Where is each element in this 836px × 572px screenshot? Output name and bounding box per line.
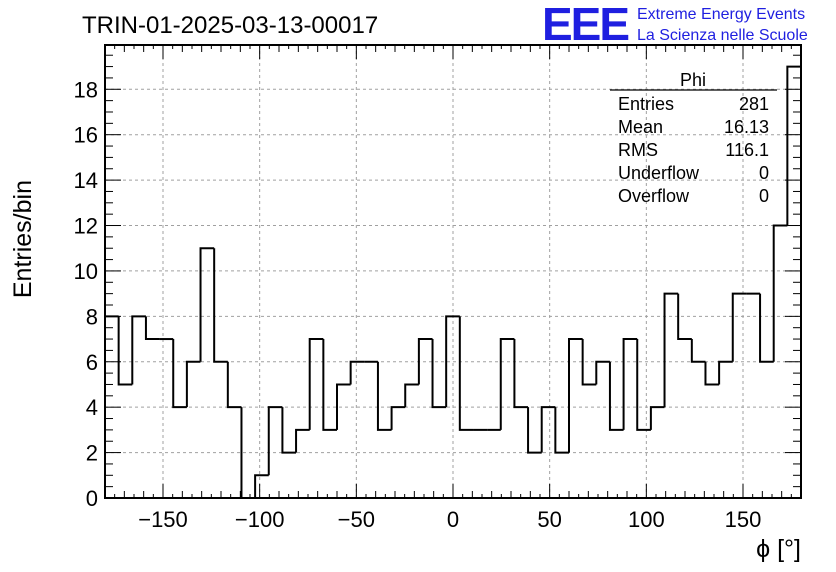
histogram-bin-2 [131, 315, 146, 385]
stats-label-rms: RMS [618, 140, 658, 160]
y-tick-label-2: 4 [86, 395, 98, 420]
x-tick-label-1: −100 [235, 507, 285, 532]
histogram-bin-6 [185, 360, 201, 408]
histogram-bin-14 [295, 428, 310, 453]
stats-value-underflow: 0 [759, 163, 769, 183]
y-tick-label-3: 6 [86, 350, 98, 375]
y-tick-label-6: 12 [74, 214, 98, 239]
histogram-bin-5 [172, 339, 187, 409]
histogram-bin-17 [336, 383, 351, 430]
eee-logo: EEE Extreme Energy Events La Scienza nel… [542, 0, 808, 50]
stats-value-rms: 116.1 [725, 140, 769, 160]
histogram-bin-44 [704, 361, 720, 386]
histogram-bin-45 [718, 360, 733, 385]
histogram-bin-15 [308, 338, 324, 430]
histogram-bin-40 [649, 406, 665, 430]
stats-value-mean: 16.13 [724, 117, 769, 137]
histogram-bin-18 [349, 360, 365, 385]
y-tick-label-1: 2 [86, 441, 98, 466]
histogram-bin-29 [499, 338, 515, 430]
chart-title: TRIN-01-2025-03-13-00017 [82, 12, 378, 39]
stats-label-entries: Entries [618, 94, 674, 114]
histogram-bin-3 [144, 316, 160, 341]
histogram-bin-30 [513, 339, 529, 409]
histogram-bin-16 [322, 339, 337, 431]
x-tick-label-3: 0 [447, 507, 459, 532]
histogram-bin-24 [431, 339, 447, 409]
histogram-bin-32 [540, 406, 556, 453]
y-axis-label: Entries/bin [9, 180, 37, 298]
histogram-bin-48 [759, 293, 774, 363]
histogram-bin-8 [213, 248, 228, 363]
histogram-bin-11 [254, 474, 269, 498]
x-tick-label-5: 100 [628, 507, 665, 532]
y-tick-label-8: 16 [74, 123, 98, 148]
histogram-bin-34 [568, 338, 583, 453]
histogram-bin-26 [458, 316, 474, 431]
y-tick-label-5: 10 [74, 259, 98, 284]
histogram-bin-23 [417, 338, 433, 385]
statistics-box: Phi Entries 281 Mean 16.13 RMS 116.1 Underflow… [610, 70, 777, 206]
x-tick-label-0: −150 [138, 507, 188, 532]
histogram-bin-21 [390, 406, 406, 430]
histogram-bin-35 [581, 339, 597, 386]
logo-line-1: Extreme Energy Events [637, 6, 805, 23]
histogram-bin-33 [554, 407, 569, 454]
stats-label-mean: Mean [618, 117, 663, 137]
histogram-bin-39 [636, 339, 651, 431]
x-tick-label-2: −50 [338, 507, 375, 532]
stats-value-entries: 281 [739, 94, 769, 114]
histogram-series [104, 65, 802, 499]
y-tick-label-7: 14 [74, 168, 98, 193]
histogram-bin-13 [281, 407, 297, 454]
y-tick-label-4: 8 [86, 304, 98, 329]
y-tick-label-0: 0 [86, 486, 98, 511]
histogram-bin-9 [226, 361, 242, 409]
histogram-bin-43 [690, 339, 706, 363]
histogram-bin-36 [595, 360, 610, 385]
stats-label-overflow: Overflow [618, 186, 690, 206]
histogram-bin-37 [608, 361, 624, 431]
eee-logo-mark: EEE [542, 0, 628, 50]
x-axis-ticks: −150 −100 −50 0 50 100 150 [114, 45, 792, 532]
histogram-bin-1 [117, 316, 133, 386]
logo-line-2: La Scienza nelle Scuole [637, 27, 808, 44]
histogram-bin-31 [527, 407, 542, 454]
histogram-bin-42 [677, 293, 692, 341]
y-tick-label-9: 18 [74, 77, 98, 102]
histogram-bin-12 [267, 406, 283, 476]
histogram-bin-20 [376, 361, 392, 431]
histogram-bin-46 [731, 292, 747, 362]
stats-value-overflow: 0 [759, 186, 769, 206]
histogram-bin-22 [404, 383, 419, 408]
grid-lines [105, 45, 801, 498]
x-axis-label: ϕ [°] [756, 535, 801, 563]
histogram-bin-25 [445, 315, 460, 408]
y-axis-ticks: 0 2 4 6 8 10 12 14 16 18 [74, 54, 801, 511]
x-tick-label-4: 50 [537, 507, 561, 532]
histogram-bin-49 [772, 224, 788, 362]
stats-label-underflow: Underflow [618, 163, 700, 183]
stats-title: Phi [680, 70, 706, 90]
histogram-bin-7 [199, 247, 215, 362]
x-tick-label-6: 150 [725, 507, 762, 532]
histogram-bin-41 [663, 292, 679, 408]
histogram-bin-38 [622, 338, 638, 430]
